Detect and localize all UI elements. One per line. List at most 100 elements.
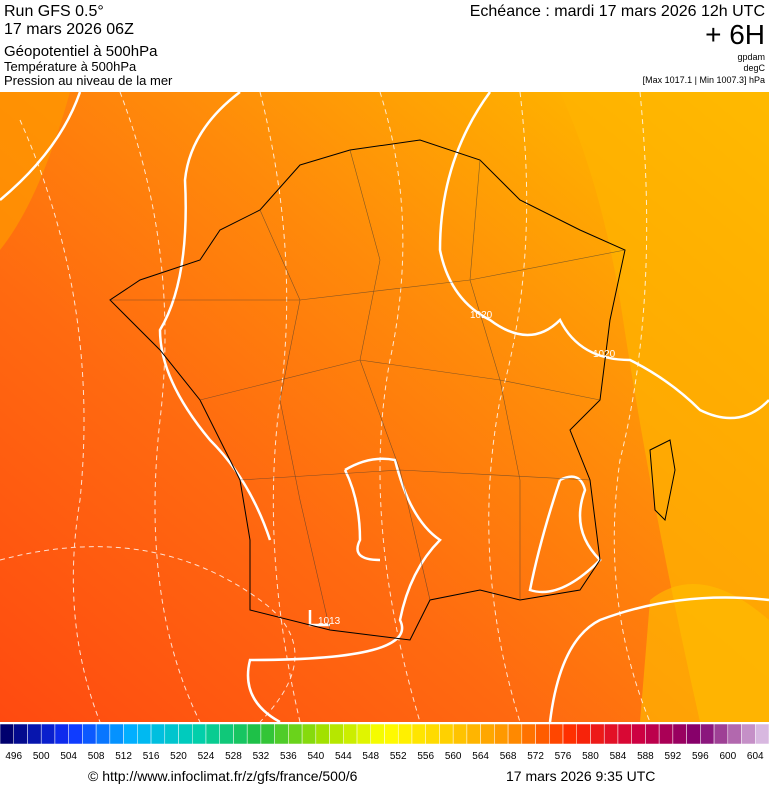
colorbar-label: 548 — [362, 751, 379, 762]
color-swatch — [411, 723, 426, 745]
color-swatch — [576, 723, 591, 745]
isobar-label: 1020 — [593, 349, 616, 360]
temp-zone — [0, 92, 70, 250]
color-swatch — [192, 723, 207, 745]
color-swatch — [686, 723, 701, 745]
colorbar-label: 536 — [280, 751, 297, 762]
colorbar-label: 580 — [582, 751, 599, 762]
source: © http://www.infoclimat.fr/z/gfs/france/… — [88, 768, 358, 784]
color-swatch — [562, 723, 578, 745]
color-swatch — [741, 723, 756, 745]
color-swatch — [645, 723, 660, 745]
run-date: 17 mars 2026 06Z — [4, 21, 134, 38]
colorbar-label: 528 — [225, 751, 242, 762]
color-swatch — [700, 723, 715, 745]
colorbar-label: 500 — [33, 751, 50, 762]
color-swatch — [27, 723, 42, 745]
color-swatch — [95, 723, 111, 745]
color-swatch — [384, 723, 399, 745]
color-swatch — [370, 723, 385, 745]
color-swatch — [521, 723, 536, 745]
map: 1020 1020 1013 — [0, 92, 769, 722]
color-swatch — [549, 723, 564, 745]
color-swatch — [82, 723, 97, 745]
color-swatch — [68, 723, 83, 745]
color-swatch — [631, 723, 646, 745]
title: Géopotentiel à 500hPa — [4, 43, 158, 60]
colorbar-label: 596 — [692, 751, 709, 762]
unit: gpdam — [737, 52, 765, 62]
colorbar-label: 560 — [445, 751, 462, 762]
colorbar-label: 540 — [307, 751, 324, 762]
color-swatch — [452, 723, 468, 745]
colorbar-label: 512 — [115, 751, 132, 762]
color-swatch — [425, 723, 440, 745]
color-swatch — [329, 723, 344, 745]
color-swatch — [150, 723, 166, 745]
color-swatch — [713, 723, 729, 745]
colorbar-label: 516 — [143, 751, 160, 762]
colorbar-label: 600 — [719, 751, 736, 762]
color-swatch — [274, 723, 289, 745]
footer: © http://www.infoclimat.fr/z/gfs/france/… — [88, 768, 655, 784]
temp-zone — [560, 92, 769, 722]
colorbar-label: 524 — [198, 751, 215, 762]
echeance: Echéance : mardi 17 mars 2026 12h UTC — [470, 3, 765, 20]
colorbar-label: 532 — [253, 751, 270, 762]
header: Run GFS 0.5° 17 mars 2026 06Z Géopotenti… — [4, 3, 766, 88]
color-swatch — [205, 723, 220, 745]
color-swatch — [535, 723, 550, 745]
colorbar-label: 520 — [170, 751, 187, 762]
color-swatch — [288, 723, 303, 745]
colorbar-label: 504 — [60, 751, 77, 762]
colorbar-label: 552 — [390, 751, 407, 762]
color-swatch — [137, 723, 152, 745]
color-swatch — [13, 723, 28, 745]
color-swatch — [109, 723, 124, 745]
colorbar-label: 584 — [610, 751, 627, 762]
isobar-label: 1013 — [318, 616, 341, 627]
colorbar-label: 508 — [88, 751, 105, 762]
color-swatch — [123, 723, 138, 745]
coastline — [109, 139, 626, 641]
color-swatch — [494, 723, 509, 745]
unit: degC — [743, 63, 765, 73]
color-swatch — [590, 723, 605, 745]
color-swatch — [603, 723, 619, 745]
run: Run GFS 0.5° — [4, 3, 104, 20]
color-swatch — [40, 723, 56, 745]
color-swatch — [466, 723, 481, 745]
colorbar: 496 500 504 508 512 516 520 524 528 532 536 540 544 5… — [0, 723, 769, 762]
color-swatch — [658, 723, 674, 745]
colorbar-label: 496 — [5, 751, 22, 762]
color-swatch — [397, 723, 413, 745]
colorbar-label: 544 — [335, 751, 352, 762]
colorbar-label: 592 — [665, 751, 682, 762]
temp-zone — [640, 584, 769, 722]
isotherms — [0, 92, 651, 722]
color-swatch — [356, 723, 372, 745]
isobar-label: 1020 — [470, 310, 493, 321]
departments — [110, 149, 626, 631]
subtitle: Pression au niveau de la mer — [4, 73, 173, 88]
isobars — [0, 92, 769, 722]
color-swatch — [315, 723, 330, 745]
colorbar-label: 564 — [472, 751, 489, 762]
corsica — [649, 439, 676, 522]
color-swatch — [178, 723, 193, 745]
color-swatch — [507, 723, 523, 745]
color-swatch — [301, 723, 317, 745]
colorbar-label: 588 — [637, 751, 654, 762]
color-swatch — [54, 723, 69, 745]
colorbar-label: 568 — [500, 751, 517, 762]
offset: + 6H — [705, 19, 765, 50]
color-swatch — [480, 723, 495, 745]
color-swatch — [617, 723, 632, 745]
color-swatch — [260, 723, 275, 745]
subtitle: Température à 500hPa — [4, 59, 137, 74]
colorbar-label: 576 — [555, 751, 572, 762]
color-swatch — [219, 723, 234, 745]
color-swatch — [727, 723, 742, 745]
color-swatch — [0, 723, 14, 745]
color-swatch — [246, 723, 262, 745]
